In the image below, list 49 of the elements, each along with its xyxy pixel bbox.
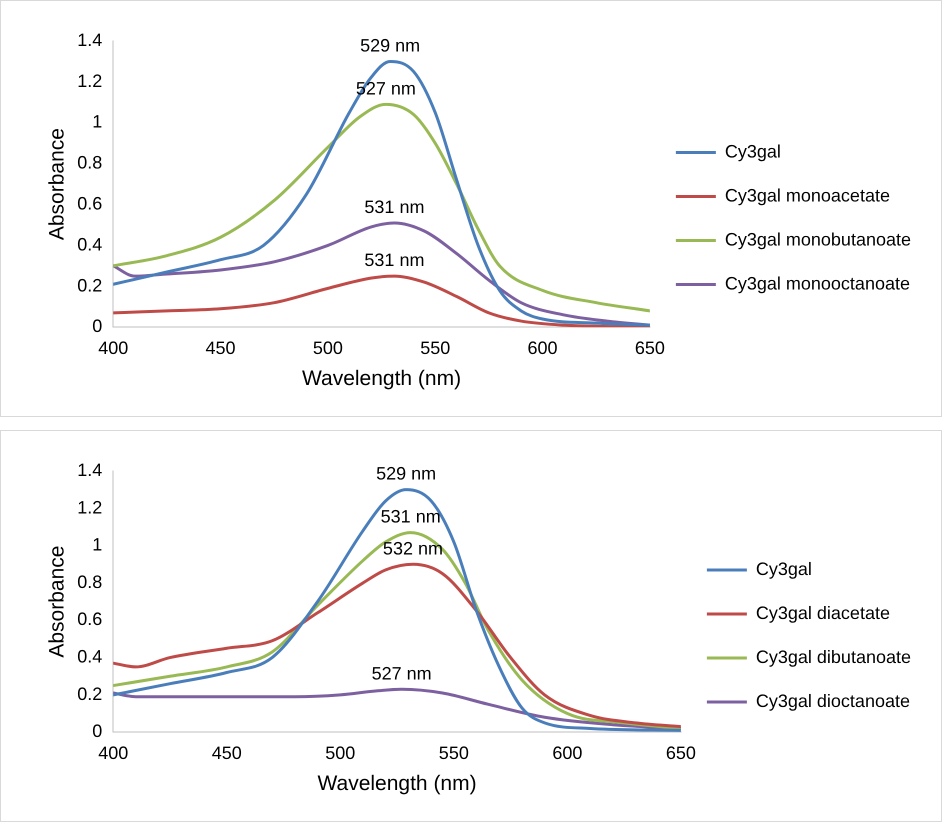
y-tick-label: 0.2 xyxy=(77,684,102,704)
line-series xyxy=(113,102,650,312)
x-tick-label: 500 xyxy=(312,338,343,358)
x-tick-label: 400 xyxy=(98,742,128,763)
y-tick-label: 1.2 xyxy=(77,70,102,91)
annotation: 527 nm xyxy=(372,663,432,684)
y-tick-label: 0.4 xyxy=(77,234,102,254)
x-tick-label: 650 xyxy=(666,742,696,763)
legend-label: Cy3gal monooctanoate xyxy=(724,273,910,294)
line-series xyxy=(113,562,681,728)
y-tick-label: 0.6 xyxy=(77,194,102,214)
x-axis-title: Wavelength (nm) xyxy=(302,367,462,390)
legend-label: Cy3gal xyxy=(724,141,781,162)
y-tick-label: 1 xyxy=(92,112,102,132)
y-tick-label: 1.4 xyxy=(77,460,102,480)
y-axis-title: Absorbance xyxy=(45,128,68,240)
annotation: 529 nm xyxy=(360,35,420,56)
y-tick-label: 1 xyxy=(92,534,102,555)
y-tick-label: 0.4 xyxy=(77,646,102,667)
x-tick-label: 450 xyxy=(212,742,242,763)
y-tick-label: 1.4 xyxy=(77,30,102,50)
x-tick-label: 600 xyxy=(552,742,582,763)
x-tick-label: 500 xyxy=(325,742,356,763)
x-tick-label: 550 xyxy=(420,338,450,358)
y-tick-label: 0 xyxy=(92,721,102,742)
annotation: 531 nm xyxy=(380,506,441,527)
annotation: 531 nm xyxy=(364,196,424,217)
x-tick-label: 550 xyxy=(438,742,469,763)
y-tick-label: 0.8 xyxy=(77,572,102,592)
annotation: 531 nm xyxy=(364,250,424,270)
x-tick-label: 450 xyxy=(206,338,236,358)
y-tick-label: 0 xyxy=(92,316,102,336)
legend-label: Cy3gal monobutanoate xyxy=(724,229,912,250)
y-tick-label: 0.8 xyxy=(77,152,102,173)
legend-label: Cy3gal dibutanoate xyxy=(756,646,912,667)
legend-label: Cy3gal xyxy=(756,558,812,579)
legend-label: Cy3gal monoacetate xyxy=(724,185,890,206)
annotation: 529 nm xyxy=(376,464,436,484)
y-tick-label: 1.2 xyxy=(77,497,102,518)
annotation: 532 nm xyxy=(382,538,443,558)
x-tick-label: 650 xyxy=(634,338,665,358)
y-axis-title: Absorbance xyxy=(45,546,68,658)
y-tick-label: 0.2 xyxy=(77,275,102,296)
legend-label: Cy3gal dioctanoate xyxy=(756,690,910,711)
x-tick-label: 600 xyxy=(528,338,558,358)
legend-label: Cy3gal diacetate xyxy=(756,602,890,623)
y-tick-label: 0.6 xyxy=(77,609,102,630)
x-tick-label: 400 xyxy=(98,338,128,358)
x-axis-title: Wavelength (nm) xyxy=(317,772,477,796)
